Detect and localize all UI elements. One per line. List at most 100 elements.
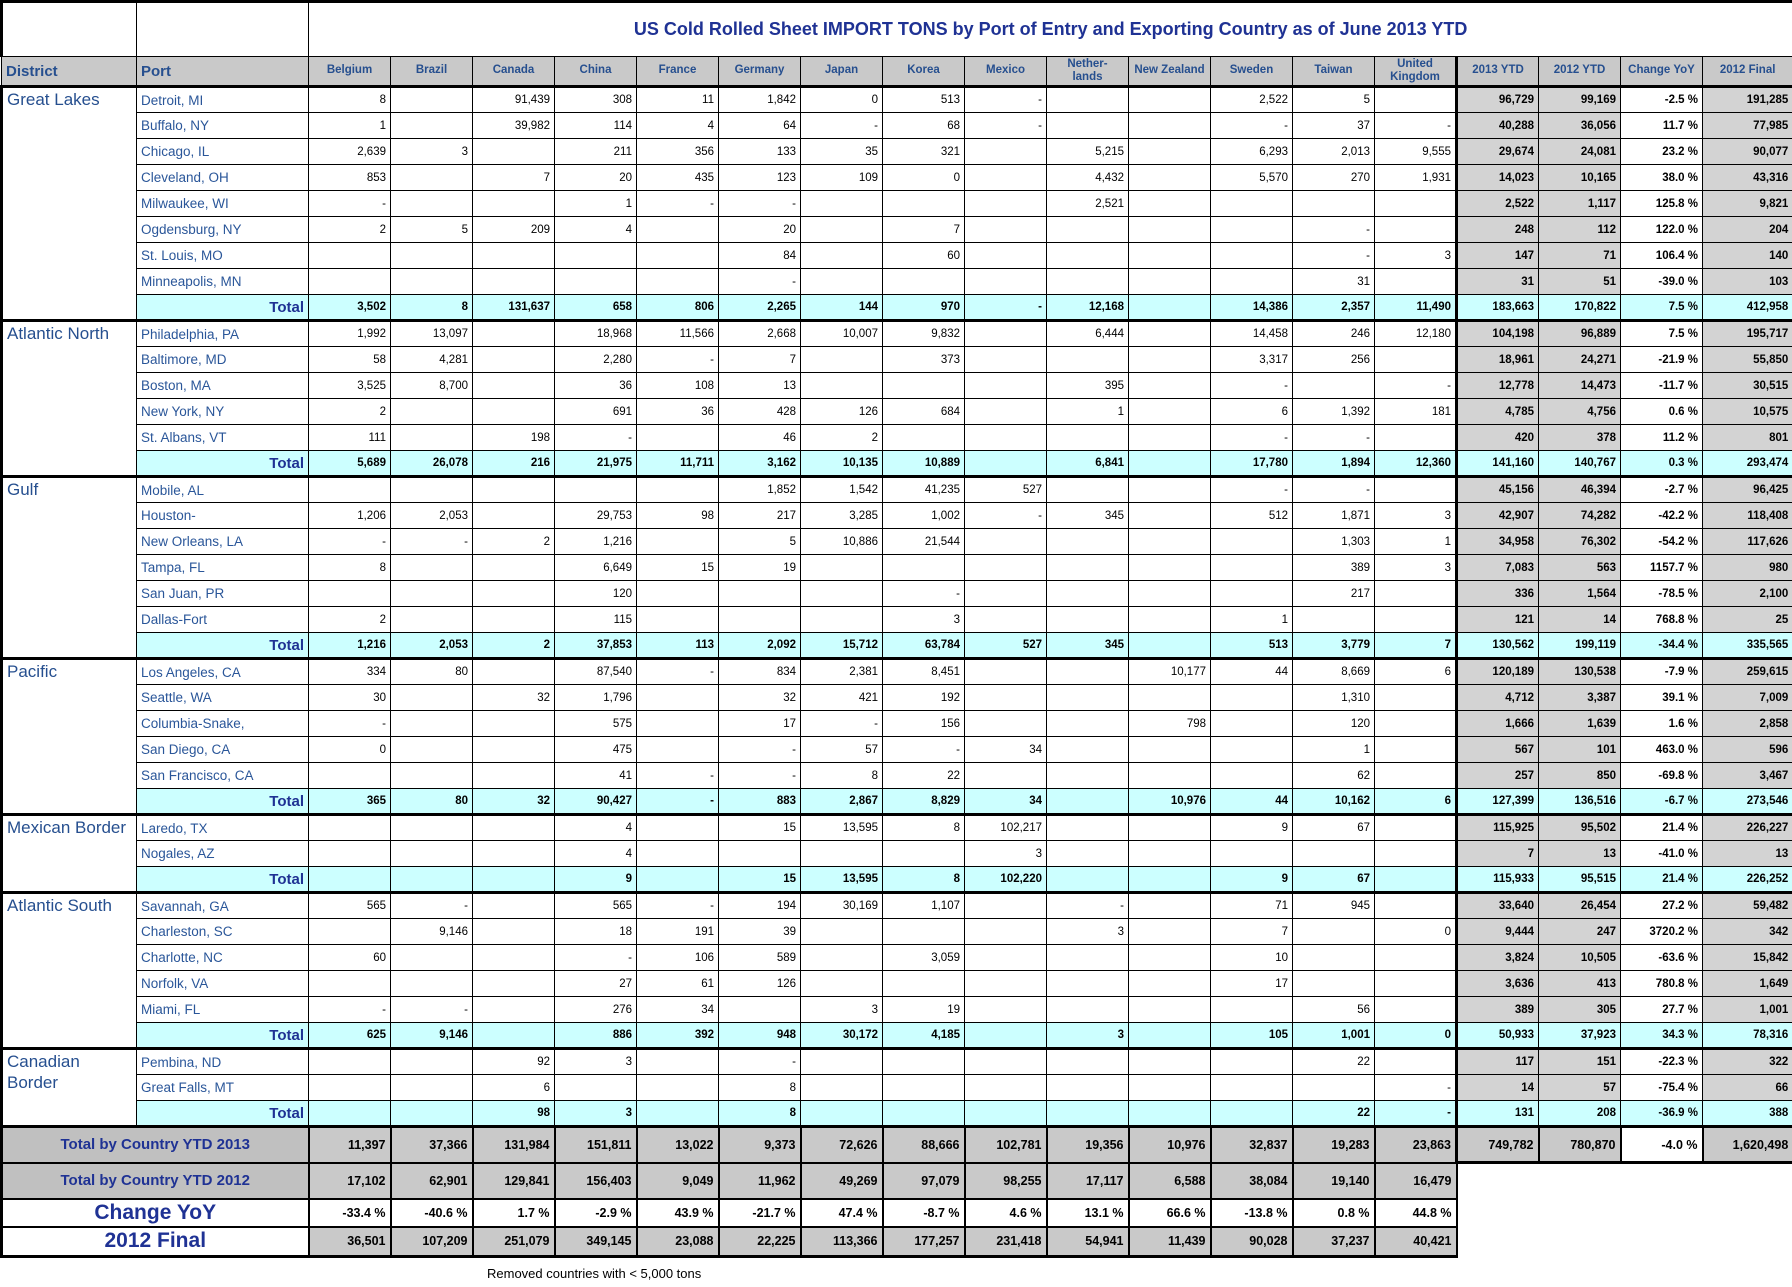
cell: 435 [636, 164, 719, 191]
cell [390, 475, 473, 503]
cell [1210, 528, 1293, 555]
cell: 1 [1210, 606, 1293, 633]
table-row: San Juan, PR 120 - 217 336 1,564 -78.5 % 2,100 [2, 580, 1792, 607]
cell [1374, 944, 1457, 971]
cell [1374, 216, 1457, 243]
cell: 97,079 [881, 1161, 966, 1200]
cell [308, 1100, 391, 1127]
cell: 2 [308, 398, 391, 425]
cell: - [636, 346, 719, 373]
cell: 36 [554, 372, 637, 399]
port-name: Chicago, IL [136, 138, 309, 165]
cell [472, 762, 555, 789]
cell: 19,356 [1045, 1125, 1130, 1164]
cell [964, 242, 1047, 269]
cell: 1,117 [1538, 190, 1621, 217]
cell [1046, 475, 1129, 503]
cell: 95,515 [1538, 866, 1621, 893]
cell: - [718, 268, 801, 295]
cell: 204 [1701, 216, 1792, 243]
cell: 7 [1210, 918, 1293, 945]
cell: 217 [1292, 580, 1375, 607]
cell: 2,867 [800, 788, 883, 815]
cell [964, 216, 1047, 243]
cell: 10,007 [800, 319, 883, 347]
cell: 198 [472, 424, 555, 451]
cell: 226,252 [1701, 866, 1792, 893]
cell: 14 [1538, 606, 1621, 633]
table-row: Chicago, IL 2,639 3 211 356 133 35 321 5,215 6,29… [2, 138, 1792, 165]
cell: 8 [800, 762, 883, 789]
cell [1046, 840, 1129, 867]
cell: 1,107 [882, 891, 965, 919]
cell: 2 [472, 528, 555, 555]
cell: 2,668 [718, 319, 801, 347]
cell [800, 1100, 883, 1127]
district-total-row: Total 98 3 8 22-131 208 -36.9 % 388 [2, 1100, 1792, 1127]
cell: 34 [964, 788, 1047, 815]
cell: 105 [1210, 1022, 1293, 1049]
cell [1128, 580, 1211, 607]
total-label: Total [136, 450, 309, 477]
cell: 342 [1701, 918, 1792, 945]
table-row: Nogales, AZ 4 3 7 13 -41.0 % 13 [2, 840, 1792, 867]
cell [390, 242, 473, 269]
cell: 8 [390, 294, 473, 321]
cell: 36,056 [1538, 112, 1621, 139]
cell: 21,544 [882, 528, 965, 555]
cell: 247 [1538, 918, 1621, 945]
cell: 9,373 [717, 1125, 802, 1164]
cell: - [1292, 242, 1375, 269]
cell [472, 606, 555, 633]
cell [1128, 319, 1211, 347]
cell: - [718, 190, 801, 217]
cell: 7.5 % [1620, 319, 1703, 347]
cell [472, 398, 555, 425]
cell: 13,595 [800, 813, 883, 841]
district-total-row: Total 1,216 2,053 2 37,853 113 2,092 15,712 63,7… [2, 632, 1792, 659]
cell: - [636, 657, 719, 685]
cell [636, 1074, 719, 1101]
cell [308, 580, 391, 607]
cell: - [308, 996, 391, 1023]
cell [1374, 840, 1457, 867]
cell: 88,666 [881, 1125, 966, 1164]
cell: 596 [1701, 736, 1792, 763]
cell [800, 242, 883, 269]
cell [636, 1100, 719, 1127]
cell: 527 [964, 632, 1047, 659]
port-name: Minneapolis, MN [136, 268, 309, 295]
column-header-brazil: Brazil [390, 56, 473, 87]
cell [390, 840, 473, 867]
cell [1128, 736, 1211, 763]
cell: 388 [1701, 1100, 1792, 1127]
cell: 26,454 [1538, 891, 1621, 919]
cell: 565 [554, 891, 637, 919]
cell: 8 [882, 813, 965, 841]
cell [1046, 684, 1129, 711]
cell [472, 475, 555, 503]
cell: -2.7 % [1620, 475, 1703, 503]
cell [964, 996, 1047, 1023]
cell: 850 [1538, 762, 1621, 789]
cell: 170,822 [1538, 294, 1621, 321]
cell: 76,302 [1538, 528, 1621, 555]
cell: 37,237 [1291, 1225, 1376, 1258]
cell [472, 190, 555, 217]
cell: 115 [554, 606, 637, 633]
cell: 10,505 [1538, 944, 1621, 971]
cell: 365 [308, 788, 391, 815]
cell: 13 [1538, 840, 1621, 867]
cell [1374, 813, 1457, 841]
cell: 41 [554, 762, 637, 789]
cell: 3 [554, 1047, 637, 1075]
cell [800, 944, 883, 971]
cell [1374, 736, 1457, 763]
cell: 2,280 [554, 346, 637, 373]
cell: 21.4 % [1620, 866, 1703, 893]
cell [1046, 528, 1129, 555]
cell: - [800, 112, 883, 139]
port-name: Columbia-Snake, [136, 710, 309, 737]
cell: 140 [1701, 242, 1792, 269]
cell: 140,767 [1538, 450, 1621, 477]
